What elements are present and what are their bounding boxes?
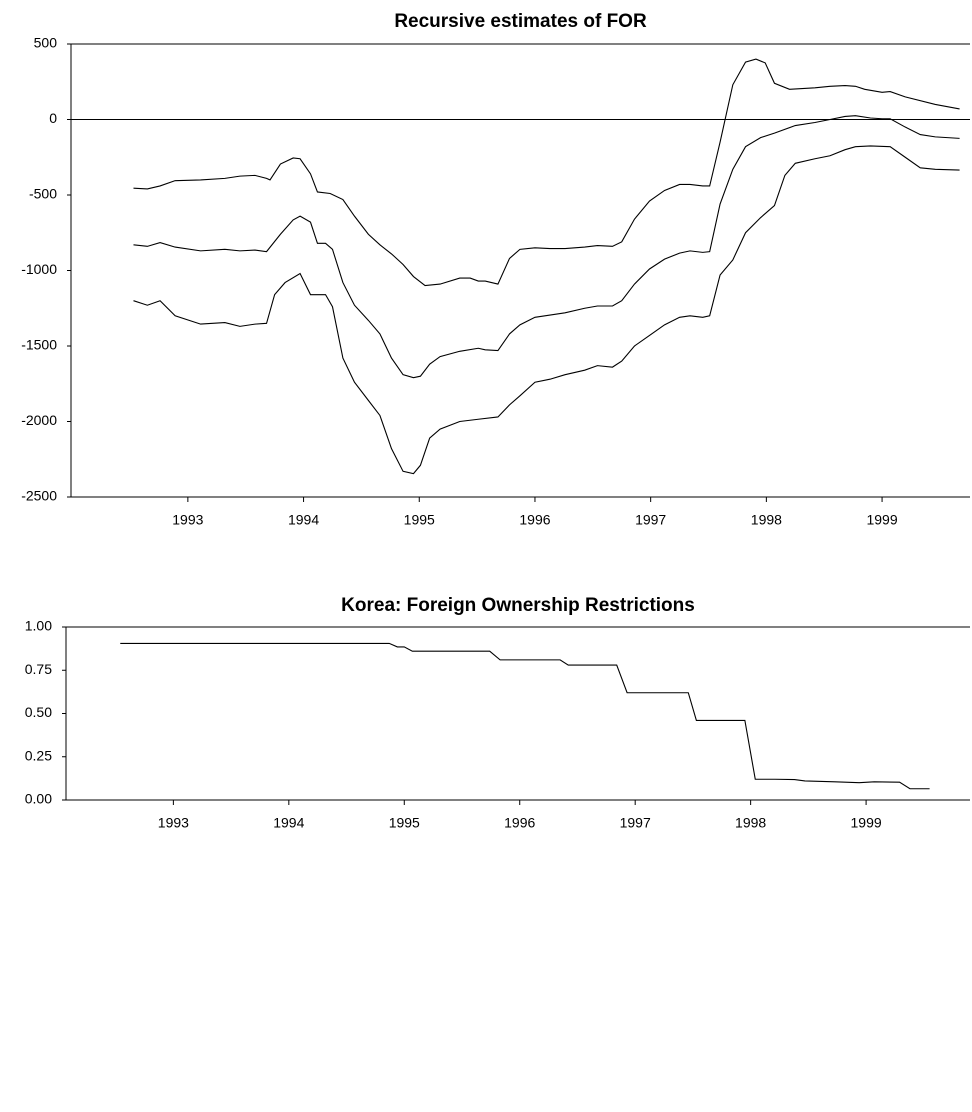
y-tick-label: 0.25 xyxy=(25,747,52,763)
y-tick-label: -2000 xyxy=(21,412,57,428)
y-tick-label: 0.50 xyxy=(25,704,52,720)
y-tick-label: -500 xyxy=(29,186,57,202)
y-tick-label: -1500 xyxy=(21,337,57,353)
x-tick-label: 1998 xyxy=(735,815,766,831)
x-tick-label: 1999 xyxy=(851,815,882,831)
x-tick-label: 1993 xyxy=(172,512,203,528)
chart-title: Korea: Foreign Ownership Restrictions xyxy=(341,595,695,616)
line-series xyxy=(133,115,960,379)
y-tick-label: -1000 xyxy=(21,261,57,277)
line-series xyxy=(120,642,930,790)
x-tick-label: 1999 xyxy=(866,512,897,528)
x-tick-label: 1994 xyxy=(288,512,319,528)
y-tick-label: -2500 xyxy=(21,488,57,504)
x-tick-label: 1993 xyxy=(158,815,189,831)
x-tick-label: 1994 xyxy=(273,815,304,831)
y-tick-label: 1.00 xyxy=(25,618,52,634)
line-series xyxy=(133,145,960,475)
chart-title: Recursive estimates of FOR xyxy=(394,11,647,32)
y-tick-label: 0.75 xyxy=(25,661,52,677)
x-tick-label: 1996 xyxy=(519,512,550,528)
x-tick-label: 1996 xyxy=(504,815,535,831)
y-tick-label: 0 xyxy=(49,110,57,126)
x-tick-label: 1998 xyxy=(751,512,782,528)
x-tick-label: 1997 xyxy=(635,512,666,528)
y-tick-label: 500 xyxy=(34,35,58,51)
x-tick-label: 1997 xyxy=(620,815,651,831)
x-tick-label: 1995 xyxy=(404,512,435,528)
line-series xyxy=(133,58,960,287)
y-tick-label: 0.00 xyxy=(25,791,52,807)
x-tick-label: 1995 xyxy=(389,815,420,831)
